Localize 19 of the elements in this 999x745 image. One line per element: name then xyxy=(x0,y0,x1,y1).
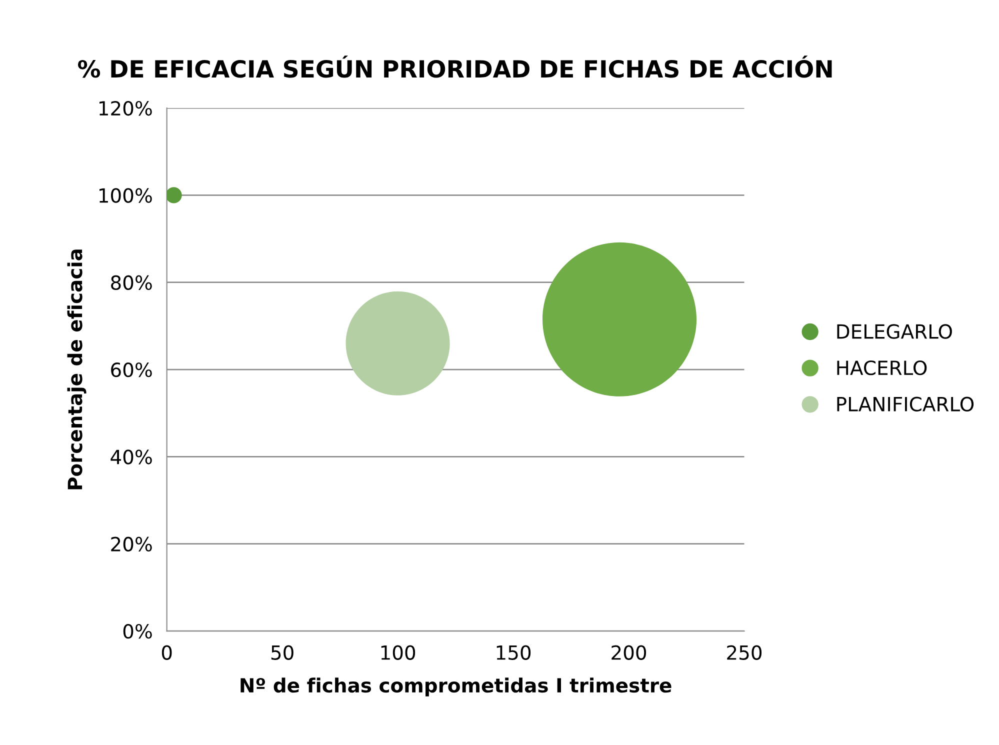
x-axis-title: Nº de fichas comprometidas I trimestre xyxy=(240,678,672,696)
y-tick-label: 0% xyxy=(123,624,152,639)
x-tick-label: 250 xyxy=(727,645,762,660)
x-tick-label: 150 xyxy=(496,645,531,660)
y-axis-title: Porcentaje de eficacia xyxy=(67,250,86,490)
y-tick-label: 60% xyxy=(111,362,152,378)
x-tick-label: 100 xyxy=(381,645,416,660)
x-tick-label: 200 xyxy=(612,645,646,660)
chart-title: % DE EFICACIA SEGÚN PRIORIDAD DE FICHAS DE ACCIÓN xyxy=(78,56,832,78)
y-tick-label: 100% xyxy=(99,188,152,203)
legend-label: HACERLO xyxy=(837,360,927,376)
legend-label: DELEGARLO xyxy=(837,324,952,339)
y-tick-label: 120% xyxy=(99,100,152,116)
y-tick-label: 20% xyxy=(111,536,152,552)
x-tick-label: 50 xyxy=(271,645,294,660)
y-tick-label: 80% xyxy=(111,275,152,290)
y-tick-label: 40% xyxy=(110,450,152,464)
legend-label: PLANIFICARLO xyxy=(837,396,974,412)
x-tick-label: 0 xyxy=(162,645,172,660)
